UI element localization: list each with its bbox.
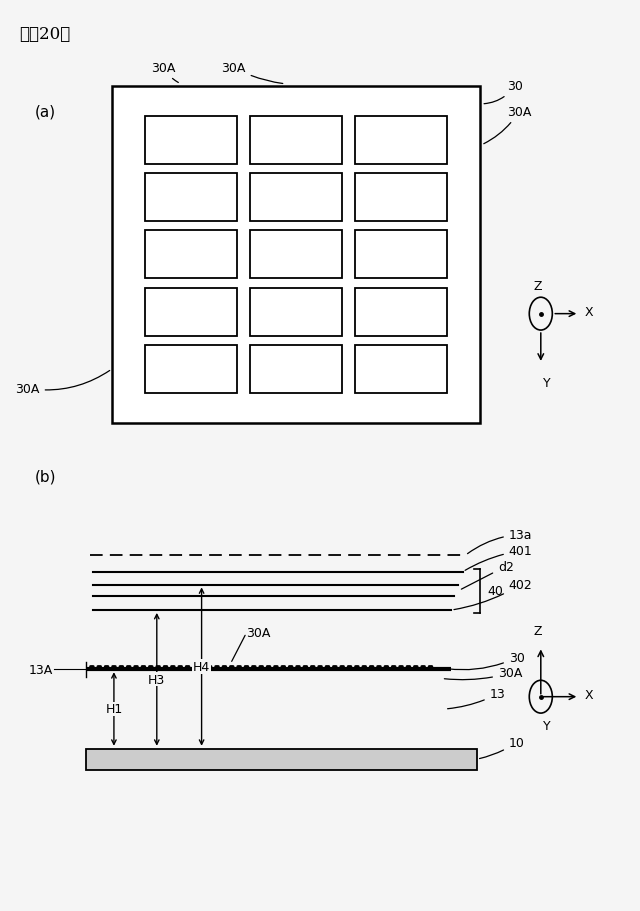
Text: 30A: 30A [151,62,179,84]
Text: Z: Z [533,280,542,292]
Bar [355,174,447,222]
Text: d2: d2 [461,560,514,589]
Text: 30: 30 [484,80,523,105]
Bar [355,288,447,336]
Bar [355,231,447,279]
Text: X: X [584,306,593,319]
Bar [250,288,342,336]
Text: H1: H1 [106,702,122,716]
Bar [355,345,447,394]
Text: 13A: 13A [28,663,52,676]
Bar [145,231,237,279]
Bar [145,174,237,222]
Text: 30A: 30A [444,667,522,680]
Text: 30A: 30A [246,627,271,640]
Text: 40: 40 [488,585,504,598]
Text: X: X [584,689,593,701]
Text: H3: H3 [148,673,165,686]
Bar [250,117,342,165]
Text: 13: 13 [447,688,506,709]
Bar [145,288,237,336]
Text: 13a: 13a [467,528,532,554]
Text: Y: Y [543,376,550,389]
Text: 30A: 30A [221,62,283,85]
Text: 401: 401 [465,545,532,570]
Text: 【図20】: 【図20】 [19,26,70,43]
Bar [250,174,342,222]
Bar [250,345,342,394]
Bar [355,117,447,165]
Text: H4: H4 [193,660,210,673]
Bar [86,749,477,770]
Text: (b): (b) [35,469,57,484]
Text: Y: Y [543,720,550,732]
Text: 30A: 30A [484,106,531,145]
Text: 30: 30 [447,651,525,670]
Bar [112,87,480,424]
Text: (a): (a) [35,105,56,119]
Bar [145,345,237,394]
Text: 30A: 30A [15,371,109,395]
Text: Z: Z [533,625,542,638]
Text: 10: 10 [479,736,525,759]
Text: 402: 402 [454,578,532,610]
Bar [250,231,342,279]
Bar [145,117,237,165]
